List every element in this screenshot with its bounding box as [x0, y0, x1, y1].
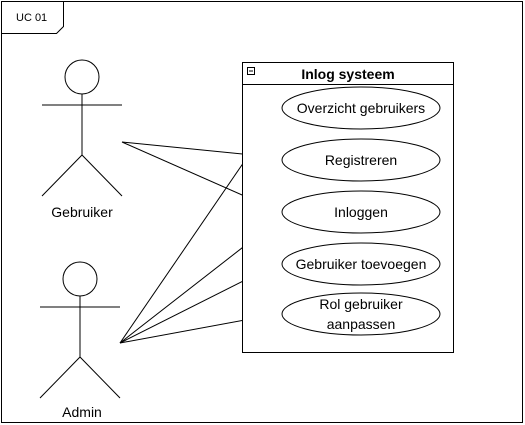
actor-head [64, 59, 100, 95]
actor-label: Admin [62, 404, 102, 420]
use-case-label: Registreren [325, 152, 397, 168]
use-case-registreren[interactable]: Registreren [281, 138, 441, 182]
frame-label-tab [1, 1, 64, 34]
frame-label: UC 01 [16, 12, 47, 24]
actor-head [62, 261, 98, 297]
use-case-rol[interactable]: Rol gebruiker aanpassen [281, 292, 441, 336]
use-case-ellipse [281, 190, 441, 234]
use-case-label: Inloggen [334, 204, 388, 220]
minus-box-icon[interactable] [247, 67, 255, 75]
use-case-ellipse [281, 138, 441, 182]
actor-leg-right [79, 356, 121, 399]
use-case-label: Rol gebruiker [319, 296, 403, 312]
use-case-label: Gebruiker toevoegen [296, 256, 427, 272]
use-case-label: Overzicht gebruikers [297, 100, 425, 116]
use-case-ellipse [281, 86, 441, 130]
system-title: Inlog systeem [301, 66, 394, 82]
use-case-ellipse [281, 242, 441, 286]
use-case-inloggen[interactable]: Inloggen [281, 190, 441, 234]
actor-leg-left [39, 356, 81, 399]
use-cases: Overzicht gebruikers Registreren Inloggen G… [281, 86, 441, 336]
actor-label: Gebruiker [51, 204, 113, 220]
actor-gebruiker[interactable]: Gebruiker [41, 59, 123, 220]
use-case-label: aanpassen [327, 316, 396, 332]
actor-admin[interactable]: Admin [39, 261, 121, 420]
actor-leg-right [81, 154, 123, 197]
use-case-overzicht[interactable]: Overzicht gebruikers [281, 86, 441, 130]
use-case-ellipse [281, 292, 441, 336]
actor-leg-left [41, 154, 83, 197]
use-case-toevoegen[interactable]: Gebruiker toevoegen [281, 242, 441, 286]
